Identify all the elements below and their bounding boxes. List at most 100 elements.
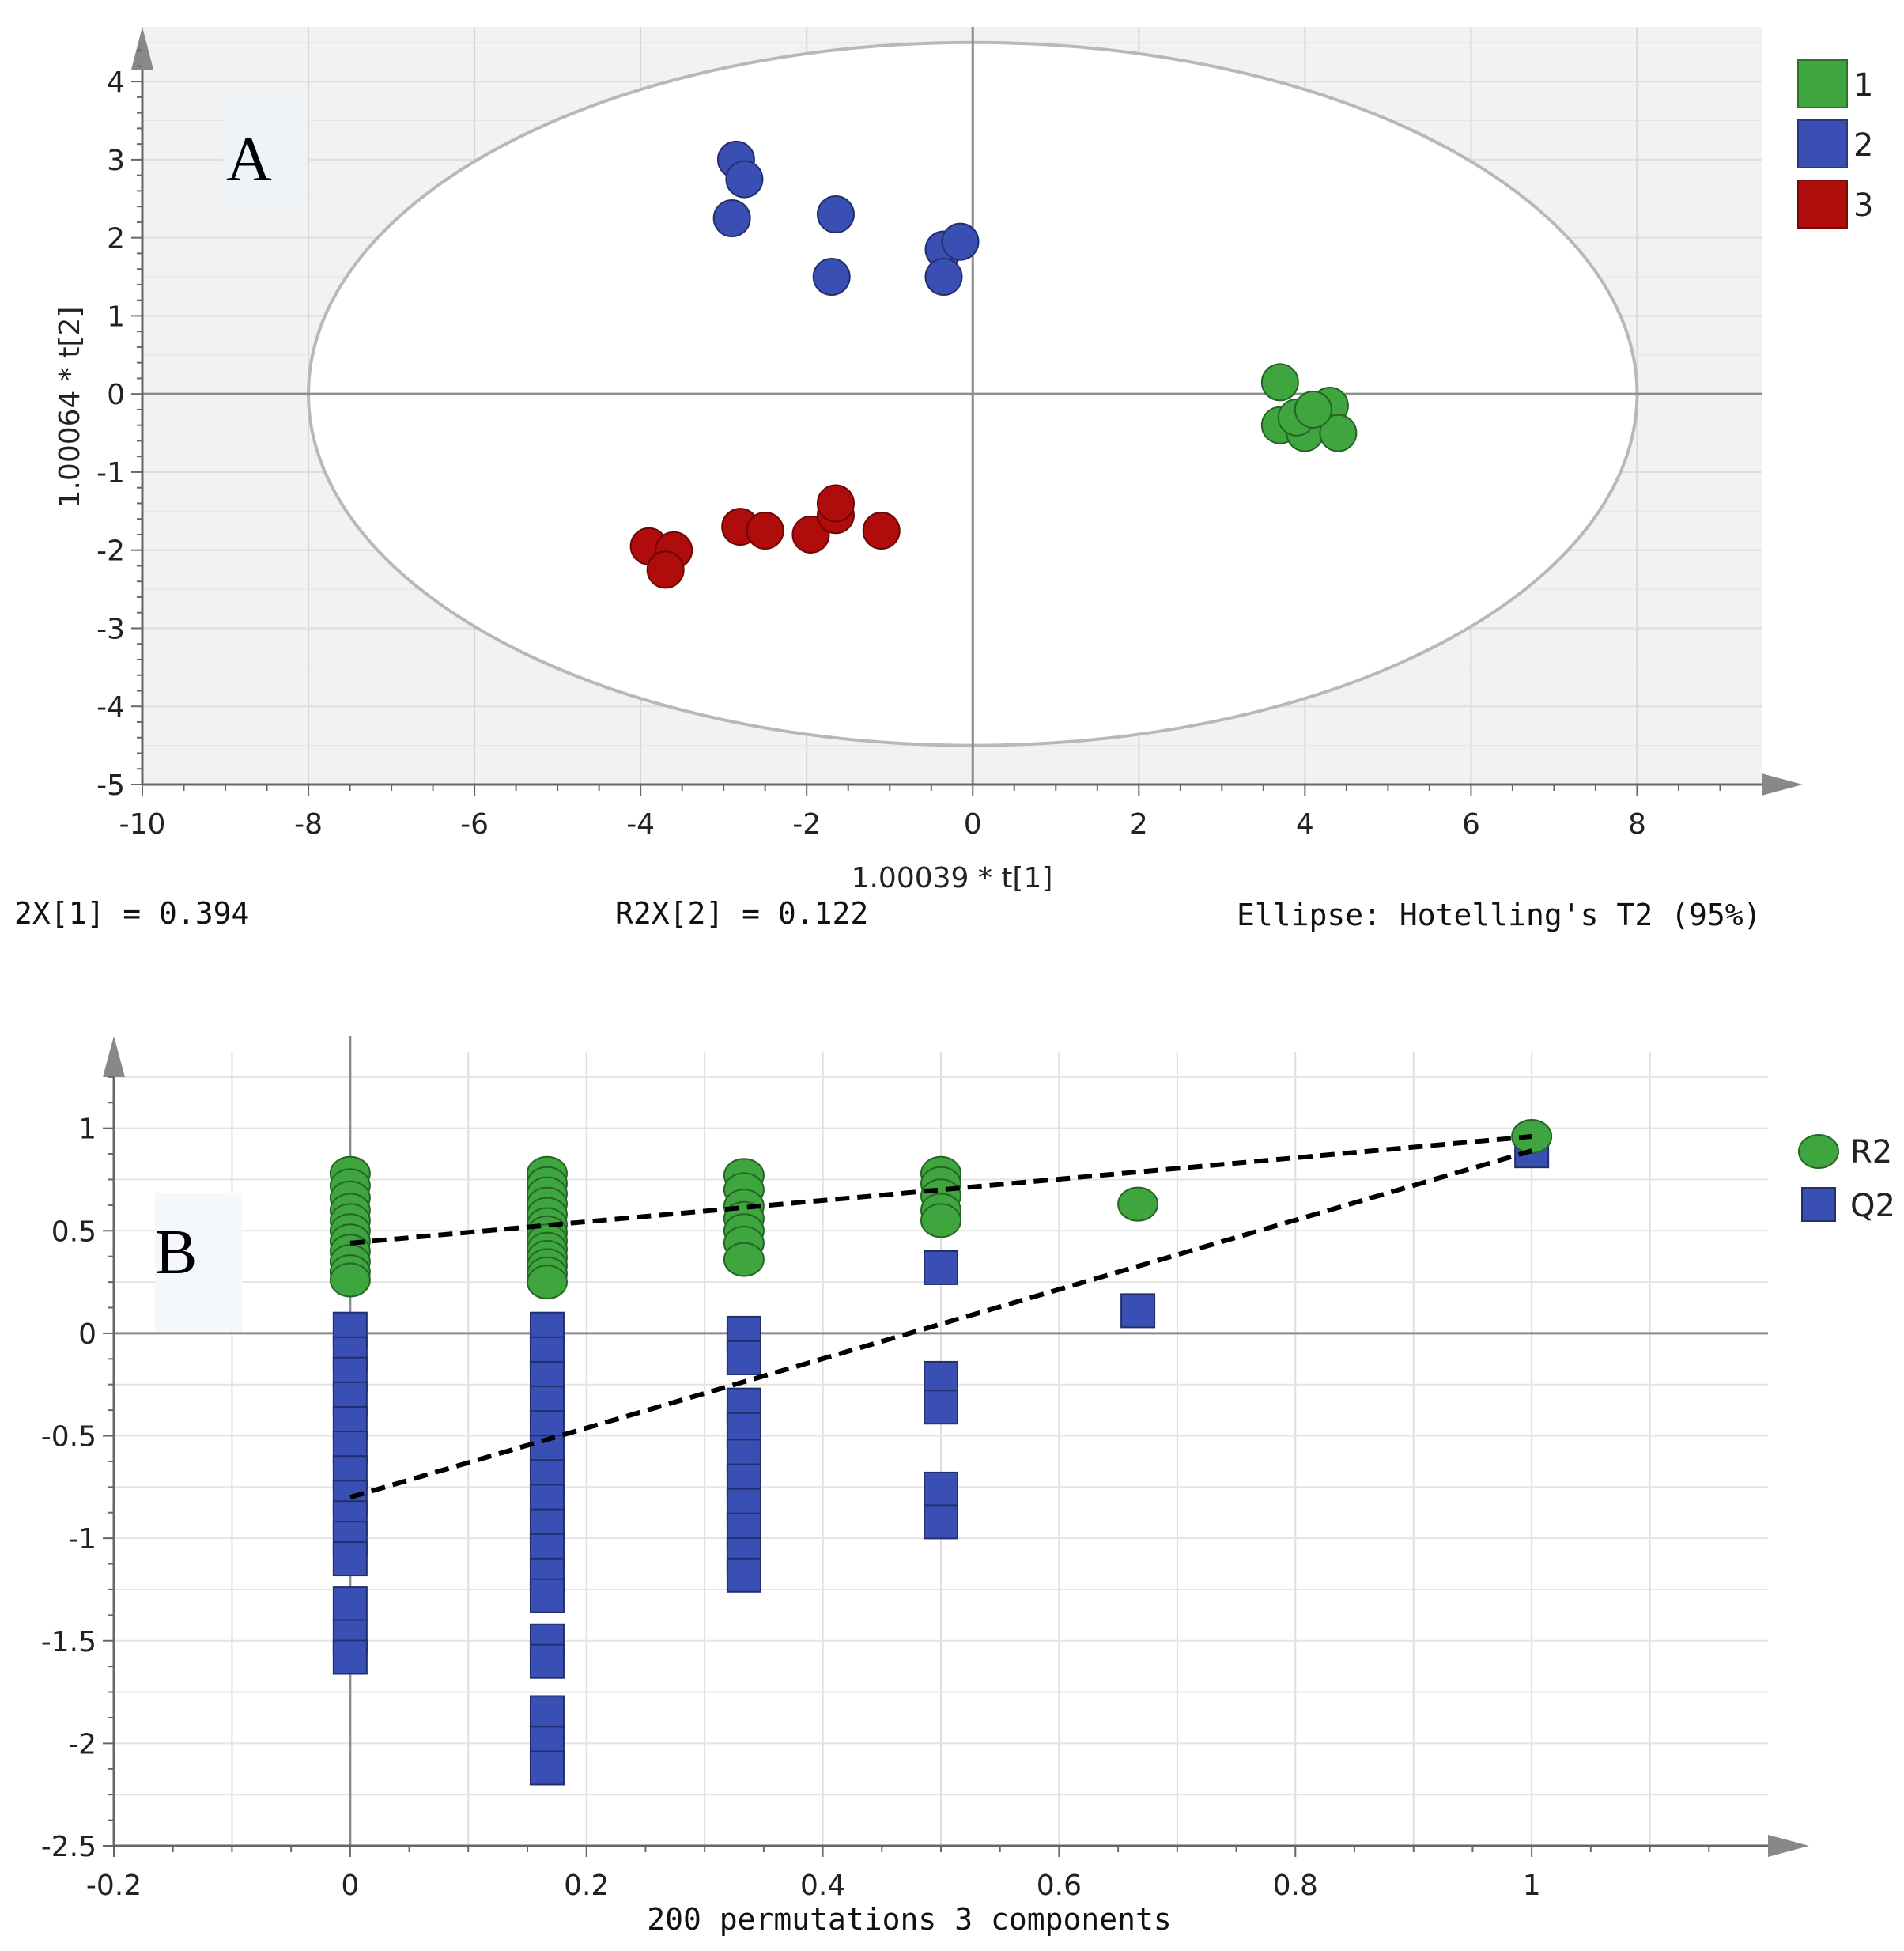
q2-point [726, 1557, 761, 1593]
y-tick-label: -4 [96, 691, 125, 724]
panel-a-zero-lines [142, 27, 1762, 785]
panel-b-regression-lines [349, 1134, 1532, 1500]
r2-point [1117, 1186, 1159, 1222]
x-tick-label: -10 [119, 808, 166, 841]
point-group-1 [1260, 363, 1299, 402]
panel-a-y-tick-labels: -5 -4 -3 -2 -1 0 1 2 3 4 [96, 66, 125, 802]
x-tick-label: 4 [1296, 808, 1314, 841]
r2-point [526, 1265, 568, 1300]
q2-point [529, 1643, 565, 1679]
legend-label-q2: Q2 [1850, 1188, 1895, 1224]
point-group-2 [941, 222, 980, 261]
x-tick-label: 0.2 [564, 1870, 609, 1902]
y-tick-label: -2 [68, 1728, 96, 1760]
point-group-2 [924, 258, 963, 297]
x-tick-label: 0 [341, 1870, 359, 1902]
y-axis-arrow [131, 27, 153, 70]
legend-swatch-r2 [1798, 1134, 1839, 1169]
legend-label-r2: R2 [1850, 1134, 1892, 1170]
q2-point [1120, 1293, 1156, 1329]
panel-b-x-tick-labels: -0.2 0 0.2 0.4 0.6 0.8 1 [86, 1870, 1541, 1902]
q2-point [924, 1504, 958, 1540]
y-tick-label: -1 [96, 457, 125, 490]
q2-point [924, 1471, 958, 1507]
y-tick-label: -2 [96, 535, 125, 568]
y-tick-label: -1.5 [41, 1626, 96, 1658]
y-axis-arrow [103, 1036, 125, 1077]
r2-point [329, 1262, 371, 1298]
panel-a-y-axis-label: 1.00064 * t[2] [54, 307, 86, 509]
panel-b-axes [103, 1036, 1809, 1857]
q2-point [529, 1750, 565, 1786]
legend-swatch-3 [1797, 180, 1848, 229]
panel-a-x-axis-label: 1.00039 * t[1] [852, 862, 1053, 894]
r2-point [920, 1203, 961, 1238]
x-tick-label: -2 [792, 808, 821, 841]
x-tick-label: 0.4 [800, 1870, 845, 1902]
point-group-2 [812, 258, 851, 297]
y-tick-label: 4 [107, 66, 125, 99]
panel-a-axes [131, 27, 1803, 796]
q2-point [529, 1578, 565, 1613]
y-tick-label: -2.5 [41, 1831, 96, 1863]
x-axis-arrow [1768, 1835, 1809, 1857]
x-tick-label: 6 [1462, 808, 1480, 841]
q2-point [332, 1586, 368, 1622]
regression-line-q2 [349, 1148, 1532, 1500]
legend-swatch-q2 [1801, 1187, 1836, 1222]
y-tick-label: 3 [107, 145, 125, 177]
panel-a-points [629, 140, 1358, 589]
x-tick-label: -4 [626, 808, 655, 841]
y-tick-label: 2 [107, 223, 125, 255]
x-axis-arrow [1762, 773, 1803, 796]
panel-a-label-box [223, 104, 308, 214]
x-tick-label: -0.2 [86, 1870, 142, 1902]
r2-point [723, 1242, 765, 1277]
panel-a-legend: 1 2 3 [1797, 59, 1873, 229]
legend-label-1: 1 [1853, 67, 1873, 104]
panel-b-label: B [155, 1218, 197, 1287]
panel-b-x-axis-label: 200 permutations 3 components [647, 1902, 1171, 1937]
legend-swatch-1 [1797, 59, 1848, 108]
x-tick-label: 8 [1628, 808, 1646, 841]
y-tick-label: 1 [78, 1114, 96, 1146]
q2-point [924, 1390, 958, 1425]
y-tick-label: 0 [78, 1318, 96, 1351]
y-tick-label: -3 [96, 613, 125, 645]
q2-point [332, 1541, 368, 1577]
point-group-3 [816, 484, 855, 523]
q2-point [924, 1250, 958, 1285]
panel-a-label: A [226, 125, 272, 195]
y-tick-label: -5 [96, 769, 125, 802]
point-group-3 [646, 550, 685, 589]
q2-point [529, 1695, 565, 1730]
point-group-2 [725, 160, 764, 199]
x-tick-label: 0 [964, 808, 982, 841]
x-tick-label: 0.6 [1037, 1870, 1082, 1902]
x-tick-label: 2 [1130, 808, 1148, 841]
x-tick-label: 1 [1523, 1870, 1541, 1902]
point-group-2 [712, 199, 751, 237]
q2-point [726, 1340, 761, 1376]
point-group-1 [1294, 390, 1332, 429]
ellipse-note: Ellipse: Hotelling's T2 (95%) [1237, 898, 1761, 932]
y-tick-label: 1 [107, 301, 125, 333]
point-group-2 [816, 195, 855, 234]
legend-label-3: 3 [1853, 187, 1873, 224]
x-tick-label: 0.8 [1273, 1870, 1318, 1902]
panel-a-x-tick-labels: -10 -8 -6 -4 -2 0 2 4 6 8 [119, 808, 1646, 841]
y-tick-label: 0 [107, 379, 125, 411]
q2-point [924, 1360, 958, 1396]
x-tick-label: -8 [294, 808, 323, 841]
point-group-1 [1319, 414, 1358, 452]
panel-b-label-box [155, 1193, 242, 1332]
q2-point [332, 1639, 368, 1675]
y-tick-label: -1 [68, 1523, 96, 1556]
point-group-3 [862, 512, 901, 550]
y-tick-label: 0.5 [51, 1216, 96, 1248]
r2x1-value: 2X[1] = 0.394 [14, 896, 249, 931]
panel-b-legend: R2 Q2 [1798, 1134, 1895, 1224]
legend-swatch-2 [1797, 119, 1848, 168]
x-tick-label: -6 [460, 808, 489, 841]
